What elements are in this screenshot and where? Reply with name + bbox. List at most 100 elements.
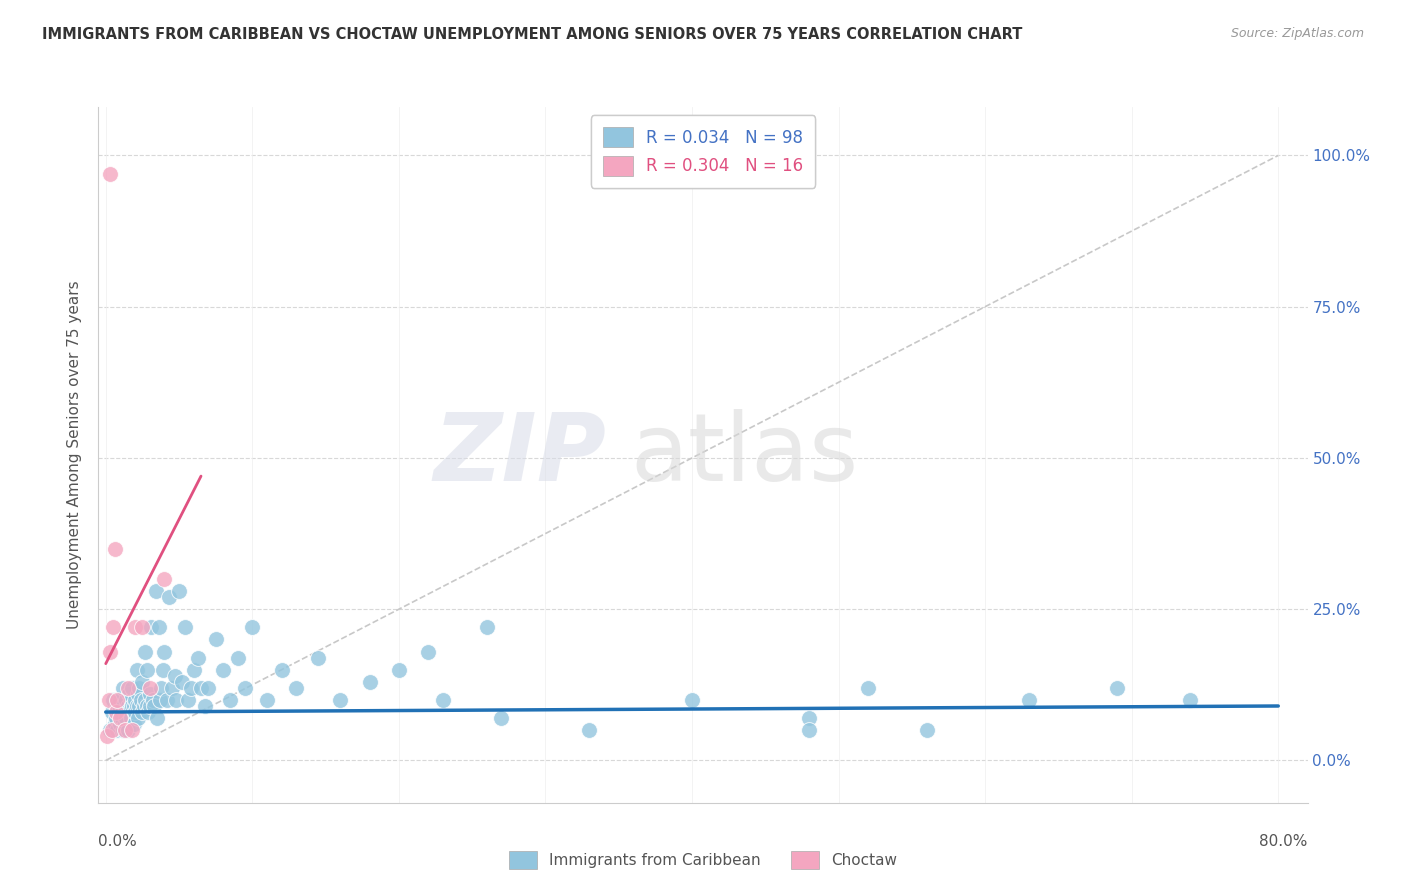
Point bbox=[135, 698, 157, 713]
Point bbox=[98, 644, 121, 658]
Point bbox=[388, 663, 411, 677]
Point bbox=[132, 698, 155, 713]
Point bbox=[129, 693, 152, 707]
Point bbox=[114, 723, 136, 738]
Text: IMMIGRANTS FROM CARIBBEAN VS CHOCTAW UNEMPLOYMENT AMONG SENIORS OVER 75 YEARS CO: IMMIGRANTS FROM CARIBBEAN VS CHOCTAW UNE… bbox=[42, 27, 1022, 42]
Point bbox=[117, 681, 139, 695]
Point bbox=[187, 650, 209, 665]
Point bbox=[1105, 681, 1128, 695]
Point bbox=[118, 705, 141, 719]
Point bbox=[118, 687, 141, 701]
Point bbox=[138, 698, 160, 713]
Text: 80.0%: 80.0% bbox=[1260, 834, 1308, 849]
Point bbox=[359, 674, 381, 689]
Point bbox=[799, 711, 821, 725]
Point bbox=[138, 681, 160, 695]
Point bbox=[122, 698, 145, 713]
Point bbox=[152, 663, 174, 677]
Legend: Immigrants from Caribbean, Choctaw: Immigrants from Caribbean, Choctaw bbox=[503, 845, 903, 875]
Point bbox=[174, 620, 197, 634]
Point bbox=[101, 693, 124, 707]
Point bbox=[432, 693, 454, 707]
Point bbox=[125, 698, 148, 713]
Point bbox=[103, 717, 125, 731]
Point bbox=[141, 620, 163, 634]
Point bbox=[219, 693, 242, 707]
Text: atlas: atlas bbox=[630, 409, 859, 501]
Point bbox=[112, 723, 135, 738]
Point bbox=[142, 693, 165, 707]
Text: ZIP: ZIP bbox=[433, 409, 606, 501]
Point bbox=[204, 632, 226, 647]
Point bbox=[165, 693, 187, 707]
Point bbox=[120, 711, 142, 725]
Point bbox=[134, 693, 156, 707]
Point bbox=[107, 723, 129, 738]
Point bbox=[270, 663, 292, 677]
Point bbox=[124, 620, 146, 634]
Point bbox=[110, 711, 132, 725]
Point bbox=[128, 698, 150, 713]
Point bbox=[146, 711, 169, 725]
Point bbox=[153, 572, 176, 586]
Point bbox=[915, 723, 938, 738]
Point bbox=[190, 681, 212, 695]
Point bbox=[110, 693, 132, 707]
Point bbox=[491, 711, 513, 725]
Point bbox=[475, 620, 498, 634]
Point bbox=[578, 723, 600, 738]
Point bbox=[117, 698, 139, 713]
Point bbox=[256, 693, 278, 707]
Point bbox=[122, 717, 145, 731]
Point bbox=[101, 620, 124, 634]
Point bbox=[157, 590, 180, 604]
Point bbox=[127, 687, 149, 701]
Point bbox=[98, 167, 121, 181]
Point bbox=[307, 650, 329, 665]
Point bbox=[149, 693, 172, 707]
Point bbox=[194, 698, 217, 713]
Point bbox=[1180, 693, 1202, 707]
Point bbox=[120, 693, 142, 707]
Y-axis label: Unemployment Among Seniors over 75 years: Unemployment Among Seniors over 75 years bbox=[67, 281, 83, 629]
Point bbox=[112, 681, 135, 695]
Point bbox=[127, 711, 149, 725]
Point bbox=[1018, 693, 1040, 707]
Point bbox=[98, 723, 121, 738]
Point bbox=[97, 693, 120, 707]
Point bbox=[180, 681, 202, 695]
Point bbox=[117, 723, 139, 738]
Text: Source: ZipAtlas.com: Source: ZipAtlas.com bbox=[1230, 27, 1364, 40]
Point bbox=[100, 723, 122, 738]
Point bbox=[170, 674, 193, 689]
Point bbox=[136, 705, 159, 719]
Point bbox=[121, 681, 143, 695]
Point bbox=[163, 669, 186, 683]
Point bbox=[681, 693, 703, 707]
Point bbox=[128, 681, 150, 695]
Point bbox=[183, 663, 205, 677]
Point bbox=[110, 717, 132, 731]
Point bbox=[138, 687, 160, 701]
Point bbox=[131, 705, 153, 719]
Point bbox=[226, 650, 249, 665]
Point bbox=[121, 723, 143, 738]
Point bbox=[160, 681, 183, 695]
Text: 0.0%: 0.0% bbox=[98, 834, 138, 849]
Point bbox=[177, 693, 200, 707]
Point bbox=[150, 681, 173, 695]
Point bbox=[103, 541, 125, 556]
Legend: R = 0.034   N = 98, R = 0.304   N = 16: R = 0.034 N = 98, R = 0.304 N = 16 bbox=[591, 115, 815, 187]
Point bbox=[153, 644, 176, 658]
Point bbox=[143, 698, 166, 713]
Point bbox=[111, 698, 134, 713]
Point bbox=[856, 681, 879, 695]
Point bbox=[197, 681, 219, 695]
Point bbox=[167, 584, 190, 599]
Point bbox=[114, 705, 136, 719]
Point bbox=[799, 723, 821, 738]
Point bbox=[134, 644, 156, 658]
Point bbox=[125, 663, 148, 677]
Point bbox=[105, 711, 128, 725]
Point bbox=[329, 693, 352, 707]
